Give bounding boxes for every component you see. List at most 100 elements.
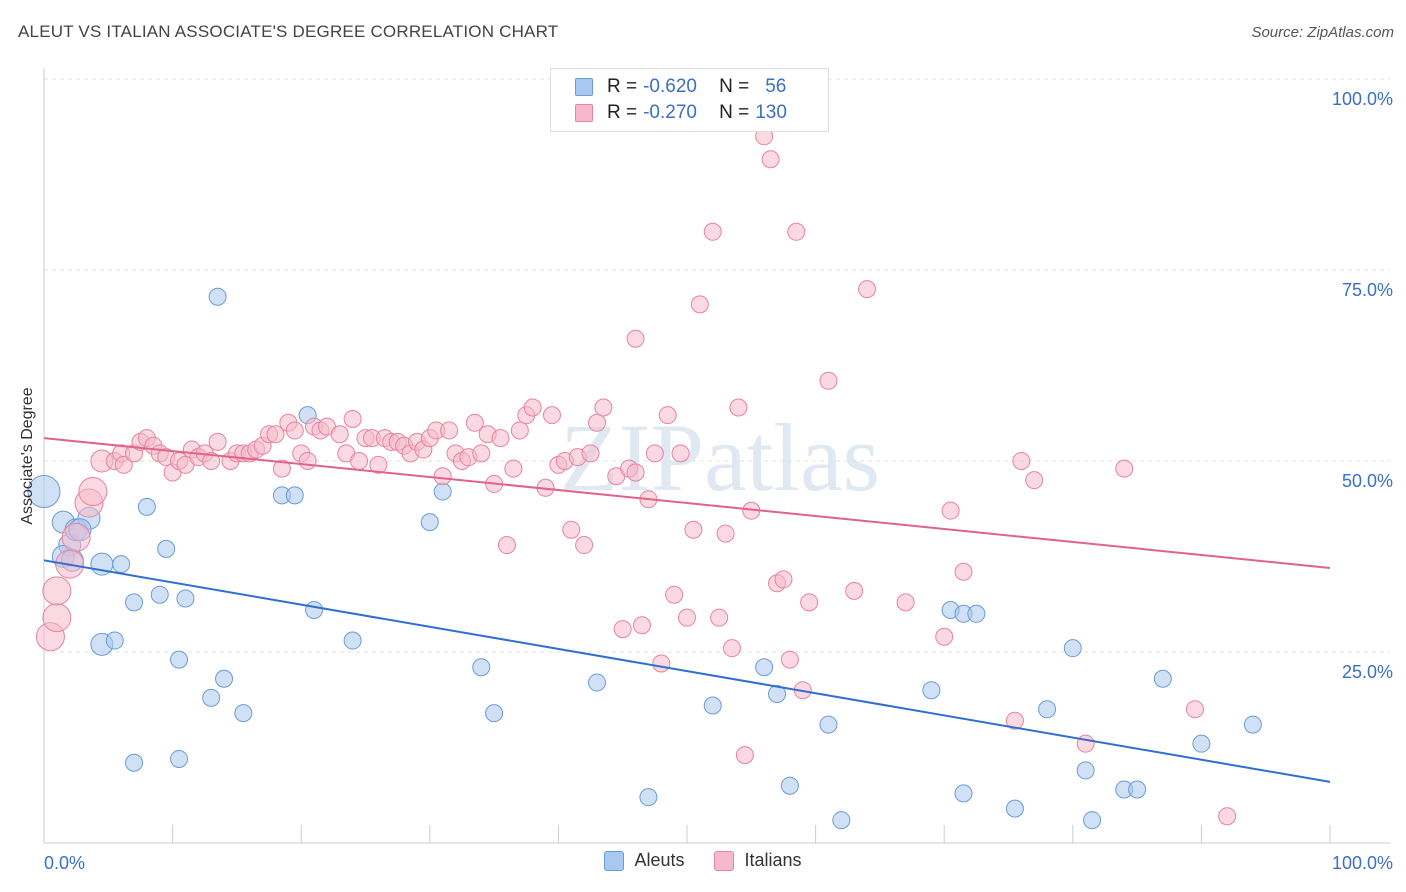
italians-point bbox=[819, 371, 838, 390]
aleuts-point bbox=[285, 486, 304, 505]
x-tick-label: 0.0% bbox=[44, 853, 85, 873]
aleuts-point bbox=[780, 776, 799, 795]
aleuts-point bbox=[208, 287, 227, 306]
italians-point bbox=[1005, 711, 1024, 730]
axes bbox=[43, 68, 1390, 844]
italians-point bbox=[613, 620, 632, 639]
italians-point bbox=[78, 477, 108, 507]
italians-point bbox=[510, 421, 529, 440]
aleuts-point bbox=[234, 704, 253, 723]
italians-point bbox=[761, 150, 780, 169]
italians-point bbox=[774, 570, 793, 589]
italians-point bbox=[587, 413, 606, 432]
aleuts-point bbox=[922, 681, 941, 700]
italians-point bbox=[42, 603, 72, 633]
italians-point bbox=[1185, 700, 1204, 719]
aleuts-legend-swatch bbox=[604, 850, 625, 871]
italians-point bbox=[703, 222, 722, 241]
italians-point bbox=[285, 421, 304, 440]
italians-point bbox=[954, 562, 973, 581]
italians-point bbox=[433, 467, 452, 486]
italians-point bbox=[202, 452, 221, 470]
y-tick-label: 25.0% bbox=[1342, 662, 1393, 682]
italians-point bbox=[42, 576, 72, 606]
aleuts-point bbox=[755, 658, 774, 677]
r-label: R = bbox=[607, 76, 638, 97]
grid-lines bbox=[44, 78, 1390, 653]
aleuts-point bbox=[176, 589, 195, 608]
italians-point bbox=[710, 608, 729, 627]
legend-item-italians[interactable]: Italians bbox=[714, 850, 802, 871]
aleuts-point bbox=[1243, 715, 1262, 734]
italians-point bbox=[1025, 471, 1044, 490]
italians-point bbox=[523, 398, 542, 417]
italians-point bbox=[671, 444, 690, 463]
r-label: R = bbox=[607, 102, 638, 123]
aleuts-point bbox=[157, 539, 176, 558]
aleuts-point bbox=[703, 696, 722, 715]
aleuts-point bbox=[215, 669, 234, 688]
aleuts-point bbox=[1038, 700, 1057, 719]
aleuts-point bbox=[420, 513, 439, 532]
italians-point bbox=[465, 413, 484, 432]
italians-point bbox=[787, 222, 806, 241]
italians-point bbox=[652, 654, 671, 673]
chart-title: ALEUT VS ITALIAN ASSOCIATE'S DEGREE CORR… bbox=[18, 22, 559, 41]
aleuts-point bbox=[967, 604, 986, 623]
aleuts-legend-label: Aleuts bbox=[634, 850, 685, 870]
italians-point bbox=[266, 425, 285, 444]
y-axis-label: Associate's Degree bbox=[19, 387, 36, 525]
italians-point bbox=[665, 585, 684, 604]
aleuts-point bbox=[343, 631, 362, 650]
aleuts-point bbox=[832, 811, 851, 830]
italians-swatch bbox=[575, 104, 593, 122]
aleuts-point bbox=[150, 585, 169, 604]
r-value-italians: -0.270 bbox=[643, 102, 697, 123]
tick-labels: 100.0% 75.0% 50.0% 25.0% 0.0% 100.0% bbox=[44, 89, 1393, 873]
italians-point bbox=[690, 295, 709, 314]
italians-point bbox=[504, 459, 523, 478]
italians-point bbox=[298, 452, 317, 470]
italians-point bbox=[594, 398, 613, 417]
watermark: ZIPatlas bbox=[560, 404, 880, 511]
italians-point bbox=[845, 581, 864, 600]
aleuts-point bbox=[587, 673, 606, 692]
italians-point bbox=[645, 444, 664, 463]
italians-point bbox=[935, 627, 954, 646]
data-points bbox=[27, 127, 1262, 830]
italians-point bbox=[723, 639, 742, 658]
italians-point bbox=[491, 429, 510, 448]
italians-point bbox=[896, 593, 915, 612]
italians-point bbox=[208, 432, 227, 451]
aleuts-point bbox=[170, 650, 189, 669]
italians-point bbox=[626, 463, 645, 482]
italians-point bbox=[330, 425, 349, 444]
aleuts-point bbox=[954, 784, 973, 803]
x-tick-label: 100.0% bbox=[1332, 853, 1393, 873]
aleuts-point bbox=[125, 593, 144, 612]
italians-legend-swatch bbox=[714, 850, 735, 871]
aleuts-point bbox=[305, 600, 324, 619]
aleuts-point bbox=[125, 753, 144, 772]
aleuts-point bbox=[170, 749, 189, 768]
italians-point bbox=[1218, 807, 1237, 826]
r-value-aleuts: -0.620 bbox=[643, 76, 697, 97]
aleuts-point bbox=[137, 497, 156, 516]
aleuts-point bbox=[27, 475, 61, 509]
italians-point bbox=[472, 444, 491, 463]
italians-point bbox=[1115, 459, 1134, 478]
aleuts-point bbox=[1153, 669, 1172, 688]
aleuts-point bbox=[485, 704, 504, 723]
italians-point bbox=[272, 459, 291, 478]
italians-point bbox=[581, 444, 600, 463]
italians-point bbox=[369, 455, 388, 474]
aleuts-point bbox=[472, 658, 491, 677]
legend-row-aleuts: R = -0.620 N = 56 bbox=[575, 73, 786, 101]
aleuts-point bbox=[433, 482, 452, 501]
aleuts-point bbox=[1192, 734, 1211, 753]
n-label: N = bbox=[719, 76, 750, 97]
italians-point bbox=[858, 280, 877, 299]
trend-lines bbox=[43, 437, 1331, 783]
legend-item-aleuts[interactable]: Aleuts bbox=[604, 850, 684, 871]
